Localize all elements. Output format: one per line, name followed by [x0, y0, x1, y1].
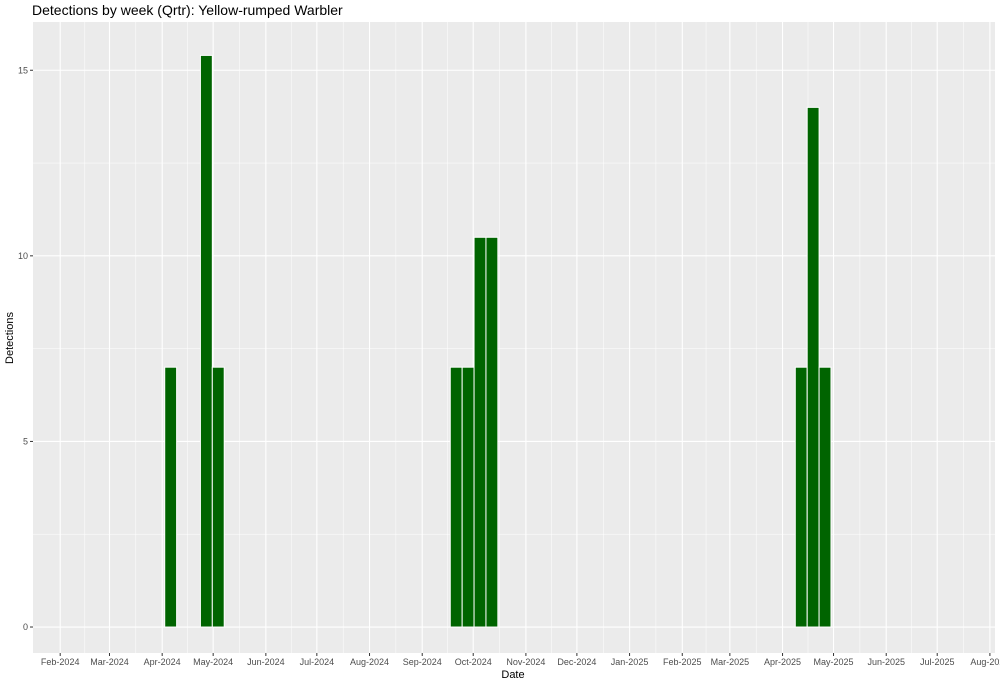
x-tick-label: Mar-2025 — [711, 657, 750, 667]
x-tick-label: Feb-2024 — [41, 657, 80, 667]
chart-title: Detections by week (Qrtr): Yellow-rumped… — [32, 2, 343, 18]
y-tick-label: 0 — [23, 622, 28, 632]
x-tick-label: Jun-2025 — [867, 657, 905, 667]
bar — [818, 366, 832, 628]
x-tick-label: Mar-2024 — [90, 657, 129, 667]
x-tick-label: Feb-2025 — [663, 657, 702, 667]
bar — [199, 54, 213, 628]
bar — [211, 366, 225, 628]
x-tick-label: Jun-2024 — [247, 657, 285, 667]
y-axis: 0 5 10 15 — [18, 65, 33, 632]
x-tick-label: Apr-2024 — [144, 657, 181, 667]
bar — [449, 366, 463, 628]
x-tick-label: Aug-2024 — [350, 657, 389, 667]
bar — [806, 106, 820, 628]
x-tick-label: Dec-2024 — [557, 657, 596, 667]
x-tick-label: Nov-2024 — [506, 657, 545, 667]
bar — [461, 366, 475, 628]
bars — [164, 54, 832, 628]
x-tick-label: Jul-2024 — [300, 657, 335, 667]
x-axis-title: Date — [501, 669, 524, 681]
bar — [794, 366, 808, 628]
x-tick-label: Aug-2025 — [970, 657, 1000, 667]
x-tick-label: Sep-2024 — [403, 657, 442, 667]
bar — [164, 366, 178, 628]
y-tick-label: 15 — [18, 65, 28, 75]
y-tick-label: 10 — [18, 251, 28, 261]
x-tick-label: May-2025 — [814, 657, 854, 667]
y-axis-title: Detections — [4, 312, 16, 364]
bar — [485, 236, 499, 628]
y-tick-label: 5 — [23, 436, 28, 446]
x-tick-label: Oct-2024 — [455, 657, 492, 667]
x-axis: Feb-2024 Mar-2024 Apr-2024 May-2024 Jun-2024… — [41, 653, 1000, 667]
plot-panel — [33, 22, 995, 653]
x-tick-label: May-2024 — [193, 657, 233, 667]
x-tick-label: Jan-2025 — [611, 657, 649, 667]
x-tick-label: Apr-2025 — [764, 657, 801, 667]
x-tick-label: Jul-2025 — [920, 657, 955, 667]
bar — [473, 236, 487, 628]
